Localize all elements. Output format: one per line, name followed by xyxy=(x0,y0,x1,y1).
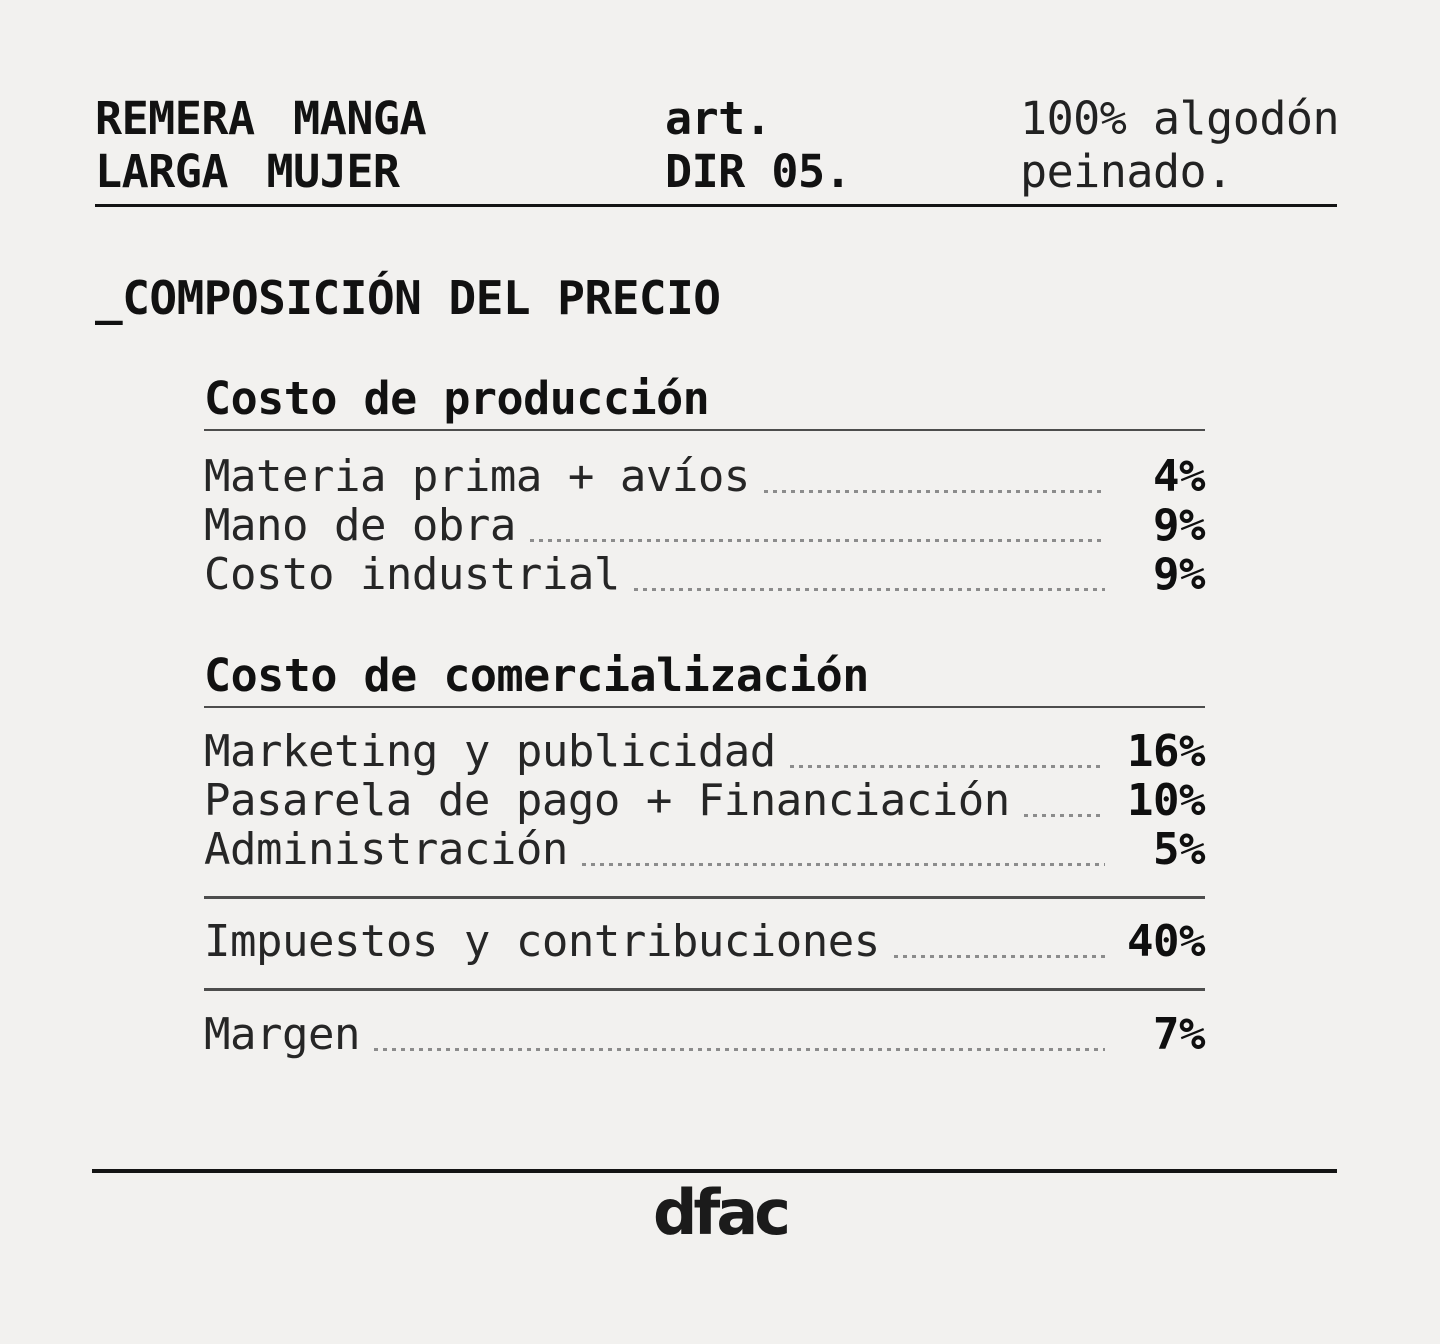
row-value: 5% xyxy=(1153,824,1205,875)
divider-line xyxy=(204,988,1205,991)
row-value: 40% xyxy=(1127,916,1205,967)
brand-logo: dfac xyxy=(653,1176,791,1249)
leader-line xyxy=(893,955,1105,958)
table-row-margen: Margen 7% xyxy=(204,1009,1206,1060)
leader-line xyxy=(373,1048,1105,1051)
table-row-pasarela-financiacion: Pasarela de pago + Financiación 10% xyxy=(204,775,1206,826)
row-label: Impuestos y contribuciones xyxy=(204,916,880,967)
table-row-administracion: Administración 5% xyxy=(204,824,1206,875)
article-code-line1: art. xyxy=(665,92,772,145)
row-value: 9% xyxy=(1153,549,1205,600)
leader-line xyxy=(1023,814,1105,817)
article-code: art. DIR 05. xyxy=(665,92,852,198)
row-value: 16% xyxy=(1127,726,1205,777)
table-row-costo-industrial: Costo industrial 9% xyxy=(204,549,1206,600)
row-value: 4% xyxy=(1153,451,1205,502)
leader-line xyxy=(581,863,1105,866)
material-note-line1: 100% algodón xyxy=(1020,92,1340,145)
table-row-marketing: Marketing y publicidad 16% xyxy=(204,726,1206,777)
header-rule xyxy=(95,204,1337,207)
material-note-line2: peinado. xyxy=(1020,145,1233,198)
section-underline xyxy=(204,429,1205,431)
table-row-impuestos: Impuestos y contribuciones 40% xyxy=(204,916,1206,967)
leader-line xyxy=(763,490,1105,493)
section-heading-comercializacion: Costo de comercialización xyxy=(204,649,869,702)
section-heading-produccion: Costo de producción xyxy=(204,372,710,425)
row-label: Pasarela de pago + Financiación xyxy=(204,775,1010,826)
divider-line xyxy=(204,896,1205,899)
row-label: Materia prima + avíos xyxy=(204,451,750,502)
product-title-line2: LARGA MUJER xyxy=(95,145,400,198)
row-label: Mano de obra xyxy=(204,500,516,551)
leader-line xyxy=(633,588,1105,591)
section-underline xyxy=(204,706,1205,708)
article-code-line2: DIR 05. xyxy=(665,145,852,198)
product-title: REMERA MANGA LARGA MUJER xyxy=(95,92,427,198)
row-value: 9% xyxy=(1153,500,1205,551)
row-label: Administración xyxy=(204,824,568,875)
table-row-materia-prima: Materia prima + avíos 4% xyxy=(204,451,1206,502)
table-row-mano-de-obra: Mano de obra 9% xyxy=(204,500,1206,551)
leader-line xyxy=(789,765,1105,768)
page-title: _COMPOSICIÓN DEL PRECIO xyxy=(95,271,721,325)
row-value: 10% xyxy=(1127,775,1205,826)
row-value: 7% xyxy=(1153,1009,1205,1060)
row-label: Costo industrial xyxy=(204,549,620,600)
footer-rule xyxy=(92,1169,1337,1173)
product-title-line1: REMERA MANGA xyxy=(95,92,427,145)
row-label: Marketing y publicidad xyxy=(204,726,776,777)
leader-line xyxy=(529,539,1105,542)
row-label: Margen xyxy=(204,1009,360,1060)
material-note: 100% algodón peinado. xyxy=(1020,92,1340,198)
